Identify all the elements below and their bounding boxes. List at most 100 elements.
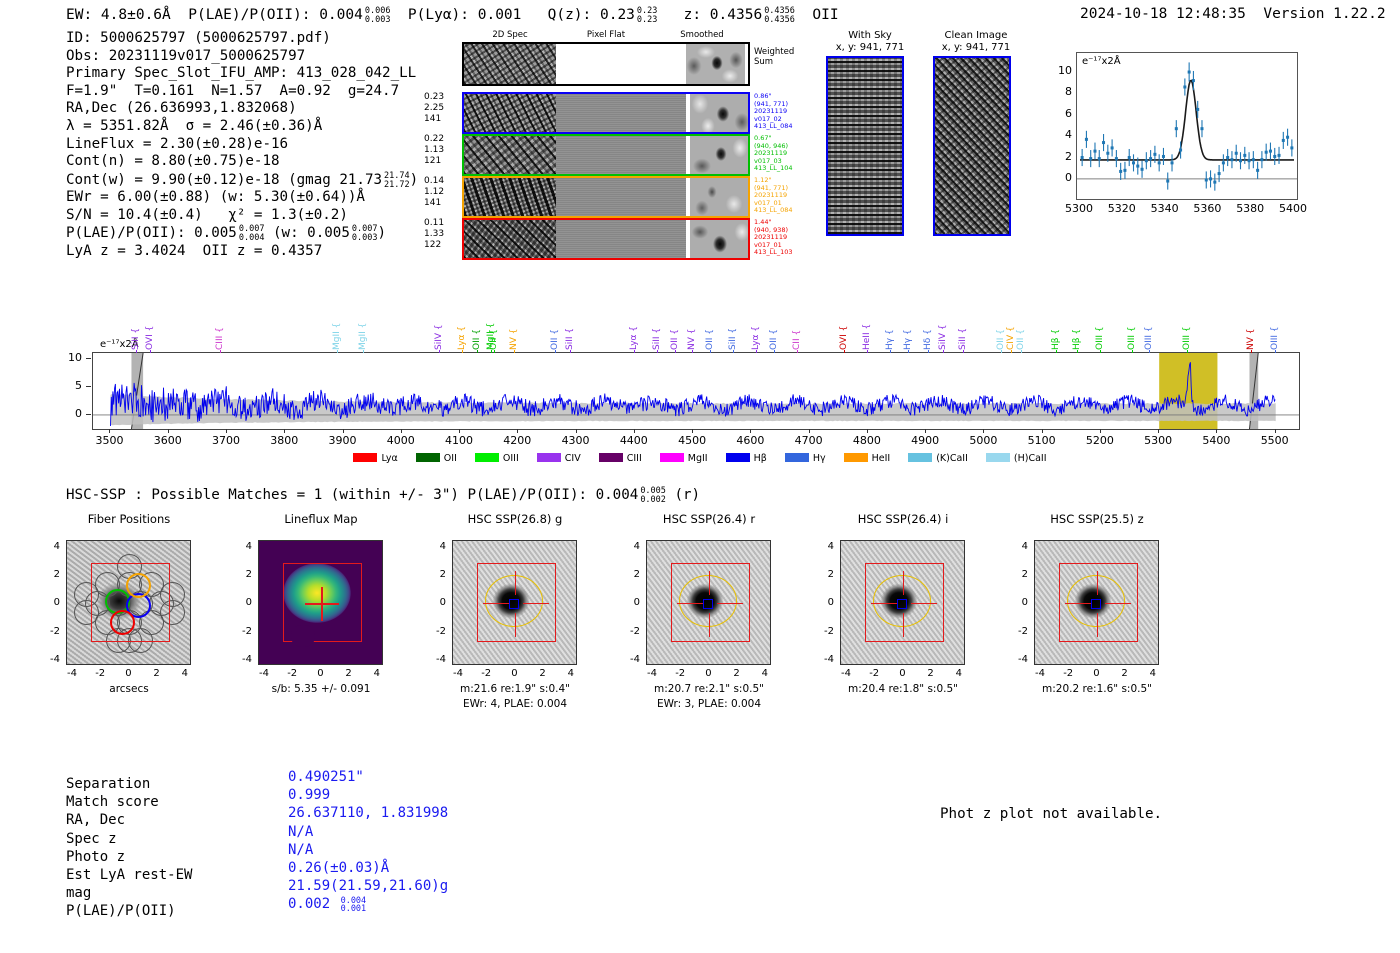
spectrum-line-label: MgII { [357, 322, 368, 350]
spectrum-xtickmark [1158, 429, 1160, 433]
legend-item: OII [415, 453, 457, 464]
cutout-xtick: 0 [317, 668, 324, 679]
cutout-xtick: 4 [567, 668, 574, 679]
spectrum-xtick: 4400 [619, 434, 648, 447]
spectrum-line-label: NV { [687, 328, 698, 350]
zoom-plot-unit-label: e⁻¹⁷x2Å [1082, 56, 1121, 67]
legend-label: Hγ [812, 453, 826, 464]
legend-item: OIII [474, 453, 519, 464]
spectrum-line-tick [963, 350, 964, 353]
match-table-label: Photo z [66, 848, 126, 865]
cutout-row: Fiber PositionsNE-4-2024420-2-4arcsecsLi… [0, 512, 1400, 727]
cutout-image-2[interactable] [258, 540, 383, 665]
spectrum-xtick: 5300 [1144, 434, 1173, 447]
cutout-subtitle-2: EWr: 3, PLAE: 0.004 [656, 698, 762, 710]
match-table-label: Match score [66, 794, 159, 811]
header-plya: P(Lyα): 0.001 [407, 6, 522, 23]
spec2d-fiber-rows: 0.86" (941, 771) 20231119 v017_02 413_LL_084… [462, 92, 793, 260]
cutout-xtick: -4 [1035, 668, 1045, 679]
match-table-value: N/A [288, 823, 314, 840]
cutout-xtick: -2 [675, 668, 686, 679]
zoom-ytick: 0 [1065, 170, 1072, 184]
cutout-ytick: -4 [50, 653, 60, 665]
spectrum-xtick: 4700 [794, 434, 823, 447]
spectrum-line-tick [732, 350, 734, 353]
header-version: Version 1.22.2 [1263, 6, 1386, 22]
header-plae-lo: 0.003 [364, 14, 391, 25]
aperture-box [477, 563, 556, 642]
legend-swatch [659, 453, 684, 462]
cutout-xtick: -4 [259, 668, 269, 679]
spectrum-xtickmark [1216, 429, 1218, 433]
header-z: z: 0.4356 [683, 6, 763, 23]
cutout-ytick: 2 [633, 569, 640, 581]
cutout-subtitle-2: EWr: 4, PLAE: 0.004 [462, 698, 568, 710]
spectrum-line-label: SiII { [564, 327, 575, 350]
cutout-ytick: 4 [53, 541, 60, 552]
legend-swatch [474, 453, 499, 462]
cutout-image-1[interactable] [66, 540, 191, 665]
center-crosshair-v2 [1097, 613, 1099, 637]
fiber-panel-divider [686, 136, 690, 174]
spectrum-line-label: SiIV { [433, 324, 444, 350]
spectrum-xtickmark [517, 429, 519, 433]
cutout-ytick: 0 [1021, 597, 1028, 609]
fiber-pixelflat-image [556, 136, 686, 174]
spectrum-line-tick [555, 350, 557, 353]
cutout-xtick: 4 [761, 668, 768, 679]
cutout-image-6[interactable] [1034, 540, 1159, 665]
spectrum-line-label: Hβ { [1051, 328, 1062, 350]
zoom-xtick: 5340 [1150, 202, 1179, 215]
spectrum-line-label: HeII { [861, 323, 872, 350]
spectrum-line-label: NV { [1246, 328, 1257, 350]
cutout-ytick: 0 [439, 597, 446, 609]
spectrum-line-label: CIII { [215, 327, 226, 350]
spectrum-xtickmark [1041, 429, 1043, 433]
cutout-ytick: -2 [50, 625, 60, 637]
info-radec: RA,Dec (26.636993,1.832068) [66, 100, 297, 117]
cutout-ytick: 2 [1021, 569, 1028, 581]
spectrum-line-tick [1099, 350, 1101, 353]
cutout-ytick: -4 [242, 653, 252, 665]
center-crosshair-h2 [677, 603, 703, 605]
legend-item: (H)CaII [985, 453, 1047, 464]
cutout-ytick: -2 [1018, 625, 1028, 637]
match-table-label: Separation [66, 776, 151, 792]
cutout-xtick: 0 [511, 668, 518, 679]
spectrum-line-label: OII { [471, 329, 482, 350]
spectrum-xtick: 5500 [1260, 434, 1289, 447]
spec2d-fiber-row [462, 134, 750, 176]
cutout-xtick: 4 [1149, 668, 1156, 679]
cutout-ytick: -4 [630, 653, 640, 665]
match-table-value: 21.59(21.59,21.60)g [288, 878, 449, 895]
aperture-box [865, 563, 944, 642]
cutout-xtick: 2 [927, 668, 934, 679]
center-crosshair-v2 [709, 613, 711, 637]
legend-swatch [725, 453, 750, 462]
full-spectrum-unit-label: e⁻¹⁷x2Å [100, 339, 139, 350]
full-spectrum-line-labels: SiII {OVI {CIII {MgII {MgII {SiIV {Lyα {… [0, 0, 1400, 360]
fiber-2dspec-image [464, 220, 556, 258]
cutout-xtick: 0 [125, 668, 132, 679]
center-crosshair-h [717, 603, 743, 605]
cutout-image-4[interactable] [646, 540, 771, 665]
cutout-xtick: 0 [899, 668, 906, 679]
cutout-ytick: -4 [436, 653, 446, 665]
header-plae-label: P(LAE)/P(OII): [188, 6, 311, 23]
fiber-2dspec-image [464, 178, 556, 216]
spectrum-line-label: OII { [1016, 329, 1027, 350]
cutout-image-3[interactable] [452, 540, 577, 665]
spectrum-line-label: OII { [550, 329, 561, 350]
cutout-xtick: 2 [733, 668, 740, 679]
fiber-meta-left: 0.22 1.13 121 [424, 134, 445, 166]
spectrum-line-label: NV { [509, 328, 520, 350]
spectrum-line-tick [1274, 350, 1276, 353]
fiber-2dspec-image [464, 94, 556, 132]
cutout-image-5[interactable] [840, 540, 965, 665]
spectrum-xtickmark [750, 429, 752, 433]
spectrum-xtick: 3700 [212, 434, 240, 447]
match-table-value: 26.637110, 1.831998 [288, 805, 449, 822]
hsc-header-value: 0.004 [595, 486, 639, 503]
cutout-ytick: -2 [436, 625, 446, 637]
cutout-xtick: -2 [481, 668, 492, 679]
